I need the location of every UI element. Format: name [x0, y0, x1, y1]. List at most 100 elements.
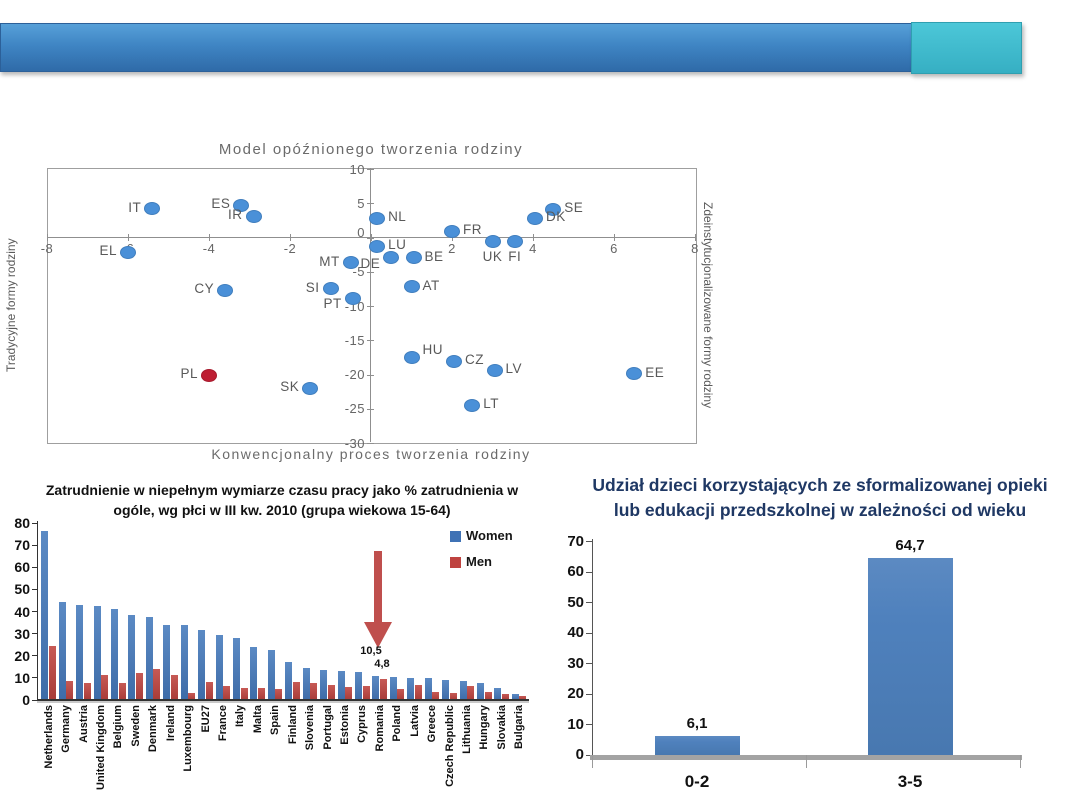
bar-women-Finland	[285, 662, 293, 700]
category-label-Ireland: Ireland	[164, 705, 177, 742]
scatter-point-label-FI: FI	[508, 249, 522, 265]
scatter-point-DK	[527, 211, 544, 225]
category-label-Poland: Poland	[391, 705, 404, 742]
childcare-y-tick-label: 30	[567, 654, 584, 672]
category-label-Lithuania: Lithuania	[461, 705, 473, 754]
part-time-y-tick-label: 40	[14, 603, 30, 620]
scatter-x-tick	[46, 234, 48, 241]
scatter-point-label-HU: HU	[422, 342, 443, 358]
bar-women-Austria	[76, 605, 84, 700]
category-label-Luxembourg: Luxembourg	[182, 705, 195, 772]
category-label-Denmark: Denmark	[147, 705, 160, 753]
bar-women-Romania	[372, 676, 380, 700]
scatter-y-axis-label-right: Zdeinstytucjonalizowane formy rodziny	[701, 201, 715, 409]
category-label-Slovenia: Slovenia	[304, 705, 317, 751]
part-time-y-tick	[32, 655, 37, 657]
bar-men-Czech Republic	[449, 693, 457, 700]
scatter-point-label-CY: CY	[194, 281, 215, 297]
banner-accent	[911, 22, 1022, 74]
scatter-point-label-EL: EL	[99, 243, 117, 259]
scatter-point-LT	[464, 398, 481, 412]
bar-women-Czech Republic	[442, 680, 450, 700]
scatter-point-label-PL: PL	[180, 366, 198, 381]
category-label-Belgium: Belgium	[112, 705, 125, 749]
childcare-y-tick	[586, 632, 593, 634]
scatter-point-IR	[245, 209, 262, 223]
scatter-point-label-UK: UK	[482, 249, 503, 265]
scatter-point-label-IR: IR	[228, 207, 243, 223]
bar-men-Luxembourg	[188, 693, 196, 700]
childcare-y-tick	[586, 754, 593, 756]
childcare-bar-3-5	[867, 558, 953, 755]
childcare-y-tick	[586, 541, 593, 542]
scatter-x-tick-label: 2	[448, 241, 456, 256]
childcare-x-tick-1	[806, 755, 807, 768]
scatter-point-label-AT: AT	[422, 277, 440, 293]
part-time-y-axis-line	[37, 521, 38, 701]
bar-men-Slovakia	[502, 694, 510, 700]
bar-women-Luxembourg	[180, 625, 188, 700]
bar-women-Latvia	[407, 678, 415, 700]
scatter-x-tick	[532, 234, 534, 241]
part-time-y-tick-label: 50	[14, 581, 30, 598]
childcare-category-label-0-2: 0-2	[684, 772, 710, 791]
scatter-y-tick-label: -25	[344, 401, 365, 417]
category-label-Czech Republic: Czech Republic	[443, 705, 456, 787]
scatter-point-PT	[344, 292, 361, 306]
childcare-y-tick-label: 0	[575, 746, 584, 763]
scatter-point-label-EE: EE	[645, 364, 665, 380]
childcare-bar-0-2	[654, 736, 740, 755]
bar-men-Hungary	[484, 692, 492, 700]
bar-men-Sweden	[136, 673, 144, 700]
scatter-point-label-MT: MT	[319, 253, 340, 269]
category-label-Cyprus: Cyprus	[356, 705, 369, 743]
scatter-point-UK	[484, 234, 501, 248]
scatter-y-tick-label: -20	[344, 367, 365, 382]
bar-women-Greece	[424, 678, 432, 700]
childcare-value-label-3-5: 64,7	[895, 537, 925, 554]
category-label-Germany: Germany	[60, 705, 73, 753]
part-time-y-tick	[32, 699, 37, 701]
category-label-Bulgaria: Bulgaria	[513, 705, 526, 750]
bar-men-France	[223, 686, 231, 700]
scatter-x-tick-label: -2	[283, 241, 297, 256]
bar-men-Belgium	[118, 683, 126, 700]
childcare-y-tick	[586, 663, 593, 664]
bar-men-Ireland	[170, 675, 178, 700]
scatter-point-label-FR: FR	[463, 222, 482, 238]
bar-men-Spain	[275, 689, 283, 700]
category-label-Austria: Austria	[77, 705, 90, 743]
bar-women-Hungary	[477, 683, 485, 700]
scatter-point-ES	[233, 198, 250, 212]
category-label-Slovakia: Slovakia	[495, 705, 508, 750]
bar-men-Malta	[258, 688, 266, 700]
scatter-point-NL	[369, 211, 386, 225]
part-time-y-tick-label: 30	[14, 625, 30, 642]
scatter-point-label-SI: SI	[305, 279, 320, 295]
scatter-x-tick	[289, 234, 291, 241]
childcare-y-tick-label: 60	[567, 563, 584, 580]
scatter-point-label-LT: LT	[483, 396, 500, 412]
scatter-point-HU	[403, 350, 420, 364]
bar-men-EU27	[205, 682, 213, 700]
scatter-point-label-CZ: CZ	[465, 352, 485, 368]
bar-women-Netherlands	[41, 531, 49, 700]
scatter-point-EE	[626, 367, 643, 381]
part-time-y-tick-label: 20	[14, 647, 30, 664]
legend-swatch-Women	[450, 531, 461, 542]
scatter-y-tick	[367, 408, 374, 410]
scatter-point-label-NL: NL	[388, 209, 407, 225]
scatter-y-tick	[367, 169, 374, 170]
category-label-Finland: Finland	[286, 705, 299, 745]
scatter-point-SE	[545, 202, 562, 216]
part-time-y-tick	[32, 633, 37, 635]
bar-men-Bulgaria	[519, 696, 527, 700]
category-label-Estonia: Estonia	[339, 705, 351, 745]
bar-women-EU27	[198, 630, 206, 700]
scatter-point-CZ	[446, 354, 463, 368]
legend-label-Women: Women	[466, 528, 513, 543]
scatter-point-LV	[486, 363, 503, 377]
scatter-y-tick	[367, 237, 374, 239]
category-label-EU27: EU27	[199, 705, 212, 733]
